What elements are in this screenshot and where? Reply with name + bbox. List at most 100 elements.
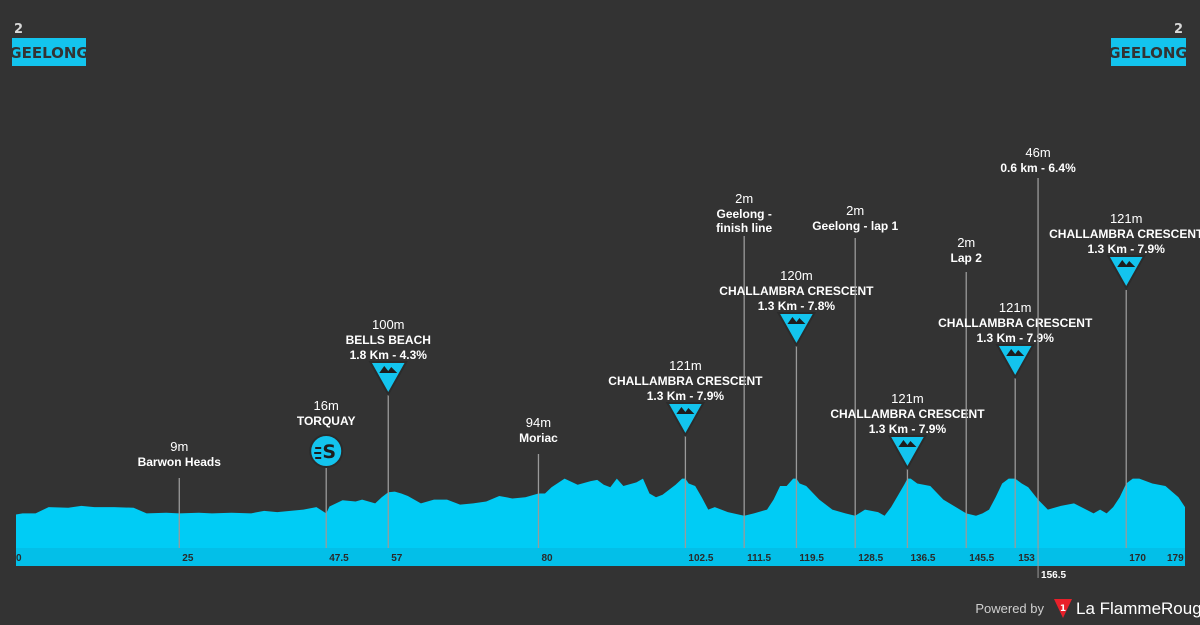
marker-elevation: 2m — [957, 235, 975, 250]
km-tick-label: 179 — [1167, 553, 1184, 564]
marker-elevation: 9m — [170, 439, 188, 454]
marker-elevation: 100m — [372, 317, 405, 332]
marker-name: Barwon Heads — [138, 455, 222, 469]
mountain-icon-bg — [368, 361, 408, 397]
marker-elevation: 94m — [526, 415, 551, 430]
sprint-icon-glyph: S — [322, 441, 336, 463]
marker-elevation: 16m — [314, 398, 339, 413]
marker-point: Lap 22m — [951, 235, 983, 548]
km-tick-label: 57 — [391, 553, 403, 564]
mountain-icon-bg — [1106, 255, 1146, 291]
mountain-icon-bg — [887, 435, 928, 471]
km-tick-label: 25 — [182, 553, 194, 564]
mountain-icon-glyph — [1117, 260, 1136, 267]
climb-detail: 1.3 Km - 7.9% — [977, 331, 1055, 345]
marker-name: Geelong - lap 1 — [812, 219, 898, 233]
climb-detail: 1.3 Km - 7.8% — [758, 299, 836, 313]
km-tick-label: 128.5 — [858, 553, 883, 564]
mountain-icon-glyph — [898, 440, 917, 447]
marker-elevation: 121m — [999, 300, 1032, 315]
marker-name: TORQUAY — [297, 414, 356, 428]
climb-name: BELLS BEACH — [346, 333, 431, 347]
flammerouge-logo-icon: 1 — [1054, 599, 1072, 618]
mountain-icon-glyph — [1006, 349, 1025, 356]
start-number: 2 — [14, 22, 23, 37]
finish-badge — [1111, 38, 1186, 66]
finish-header: 2 GEELONG — [1108, 22, 1188, 66]
mountain-icon — [995, 344, 1035, 380]
finish-name: GEELONG — [1108, 44, 1187, 62]
start-badge — [12, 38, 86, 66]
mountain-icon-bg — [776, 312, 817, 348]
marker-name: Geelong - — [717, 207, 772, 221]
marker-name: Lap 2 — [951, 251, 983, 265]
logo-letter: 1 — [1060, 604, 1066, 614]
climb-name: CHALLAMBRA CRESCENT — [830, 407, 985, 421]
brand-name[interactable]: La FlammeRouge — [1076, 599, 1200, 618]
marker-elevation: 2m — [846, 203, 864, 218]
profile-area — [16, 478, 1185, 548]
climb-name: CHALLAMBRA CRESCENT — [608, 374, 763, 388]
mountain-icon-glyph — [379, 366, 398, 373]
km-tick-label: 102.5 — [688, 553, 713, 564]
km-tick-label: 145.5 — [969, 553, 994, 564]
mountain-icon-bg — [995, 344, 1035, 380]
km-tick-label: 47.5 — [329, 553, 349, 564]
marker-elevation: 46m — [1025, 145, 1050, 160]
climb-detail: 1.8 Km - 4.3% — [350, 348, 428, 362]
km-tick-label: 136.5 — [910, 553, 935, 564]
km-tick-label: 111.5 — [747, 553, 771, 564]
start-header: 2 GEELONG — [9, 22, 89, 66]
climb-detail: 1.3 Km - 7.9% — [647, 389, 725, 403]
mountain-icon — [776, 312, 817, 348]
finish-number: 2 — [1174, 22, 1183, 37]
marker-elevation: 121m — [669, 358, 702, 373]
axis-band — [16, 548, 1185, 566]
climb-detail: 1.3 Km - 7.9% — [869, 422, 947, 436]
mountain-icon — [887, 435, 928, 471]
km-tick-label: 119.5 — [799, 553, 824, 564]
start-name: GEELONG — [9, 44, 88, 62]
mountain-icon — [1106, 255, 1146, 291]
km-tick-label: 156.5 — [1041, 570, 1066, 581]
marker-elevation: 120m — [780, 268, 813, 283]
marker-name: Moriac — [519, 431, 558, 445]
powered-by-text: Powered by — [975, 601, 1044, 616]
sprint-icon: S — [309, 434, 344, 468]
mountain-icon — [665, 402, 706, 438]
mountain-icon-bg — [665, 402, 706, 438]
marker-name: 0.6 km - 6.4% — [1000, 161, 1076, 175]
mountain-icon-glyph — [676, 407, 695, 414]
marker-elevation: 121m — [1110, 211, 1143, 226]
km-tick-label: 0 — [16, 553, 22, 564]
marker-name: finish line — [716, 221, 772, 235]
climb-detail: 1.3 Km - 7.9% — [1088, 242, 1166, 256]
mountain-icon — [368, 361, 408, 397]
mountain-icon-glyph — [787, 317, 806, 324]
elevation-profile — [16, 478, 1185, 566]
marker-elevation: 2m — [735, 191, 753, 206]
km-axis: 0 25 47.5 57 80 102.5 111.5 119.5 128.5 136.5 145.… — [16, 548, 1184, 581]
climb-name: CHALLAMBRA CRESCENT — [1049, 227, 1200, 241]
marker-elevation: 121m — [891, 391, 924, 406]
footer: Powered by 1 La FlammeRouge — [975, 599, 1200, 618]
marker-point: Geelong - lap 12m — [812, 203, 899, 548]
climb-name: CHALLAMBRA CRESCENT — [719, 284, 874, 298]
km-tick-label: 153 — [1018, 553, 1035, 564]
marker-point: 0.6 km - 6.4%46m — [1000, 145, 1076, 548]
km-tick-label: 80 — [541, 553, 553, 564]
km-tick-label: 170 — [1129, 553, 1146, 564]
climb-name: CHALLAMBRA CRESCENT — [938, 316, 1093, 330]
